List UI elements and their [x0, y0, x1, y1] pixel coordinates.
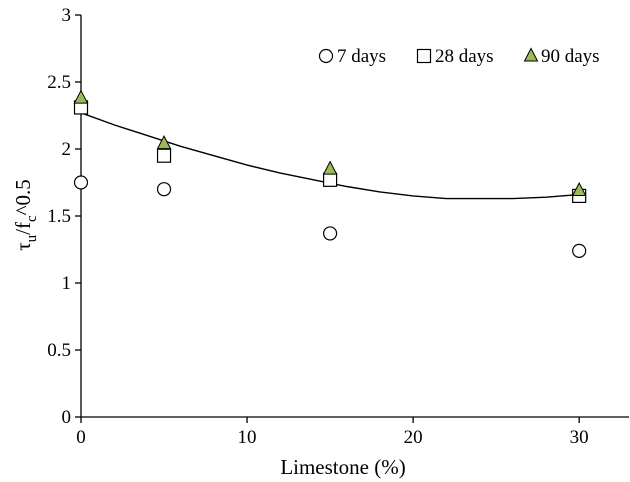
legend-marker-square	[416, 48, 432, 64]
y-tick-label: 0	[62, 407, 72, 428]
x-tick-label: 30	[570, 427, 589, 448]
x-tick-label: 20	[404, 427, 423, 448]
y-tick-label: 1	[62, 273, 72, 294]
legend: 7 days 28 days 90 days	[318, 46, 600, 67]
data-point-square	[156, 148, 172, 163]
y-tick-label: 3	[62, 5, 72, 26]
y-tick-label: 0.5	[47, 340, 71, 361]
y-axis-title-mid-sub: c	[24, 215, 40, 222]
y-axis-title: τu/fc^0.5	[11, 179, 40, 251]
legend-marker-triangle	[523, 47, 539, 62]
legend-marker-circle	[318, 48, 334, 64]
y-tick-label: 2.5	[47, 72, 71, 93]
data-point-triangle	[156, 135, 172, 150]
data-point-triangle	[322, 160, 338, 175]
data-point-circle	[73, 175, 89, 190]
y-tick-label: 2	[62, 139, 72, 160]
data-point-triangle	[73, 89, 89, 104]
y-tick-label: 1.5	[47, 206, 71, 227]
data-point-triangle	[571, 181, 587, 197]
data-point-circle	[156, 182, 172, 197]
x-tick-label: 10	[238, 427, 257, 448]
data-point-circle	[322, 226, 338, 241]
y-axis-title-symbol: τ	[11, 242, 35, 250]
data-point-square	[322, 172, 338, 187]
plot-area: 00.511.522.530 10 20 30	[47, 5, 629, 448]
legend-label: 90 days	[541, 46, 600, 67]
y-axis-title-symbol-sub: u	[24, 234, 40, 242]
x-tick-label: 0	[76, 427, 86, 448]
legend-label: 28 days	[435, 46, 494, 67]
legend-label: 7 days	[337, 46, 386, 67]
x-axis-title: Limestone (%)	[280, 455, 405, 479]
y-axis-title-mid: /f	[11, 222, 35, 235]
y-axis-title-suffix: ^0.5	[11, 179, 35, 215]
data-point-circle	[572, 243, 587, 258]
